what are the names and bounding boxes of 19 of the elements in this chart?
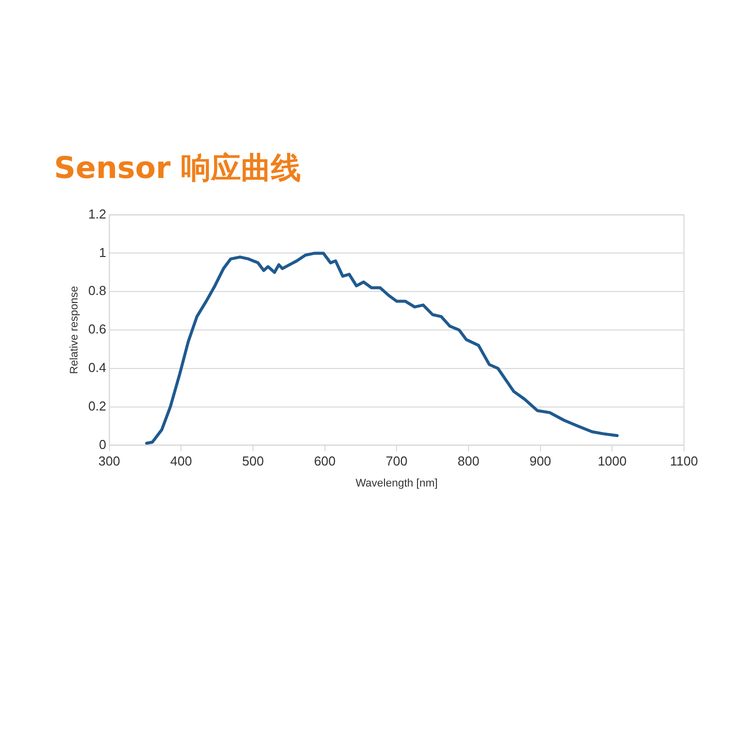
y-axis-title: Relative response bbox=[68, 286, 81, 374]
y-tick-label: 0.4 bbox=[88, 360, 106, 375]
x-tick-label: 500 bbox=[242, 454, 264, 469]
x-tick-label: 700 bbox=[386, 454, 408, 469]
x-tick-label: 800 bbox=[458, 454, 480, 469]
y-tick-label: 0.8 bbox=[88, 283, 106, 298]
x-tick-label: 300 bbox=[98, 454, 120, 469]
y-tick-label: 0.6 bbox=[88, 322, 106, 337]
y-tick-label: 1 bbox=[99, 244, 106, 260]
x-tick-label: 600 bbox=[314, 454, 336, 469]
y-tick-label: 0 bbox=[99, 436, 106, 452]
x-tick-label: 1000 bbox=[598, 454, 627, 469]
y-tick-label: 0.2 bbox=[88, 398, 106, 414]
chart-title: Sensor 响应曲线 bbox=[54, 150, 302, 188]
x-axis-title: Wavelength [nm] bbox=[356, 477, 438, 490]
x-tick-label: 900 bbox=[529, 454, 552, 469]
y-tick-label: 1.2 bbox=[88, 206, 106, 222]
x-tick-label: 1100 bbox=[670, 454, 698, 469]
x-tick-label: 400 bbox=[170, 454, 192, 469]
